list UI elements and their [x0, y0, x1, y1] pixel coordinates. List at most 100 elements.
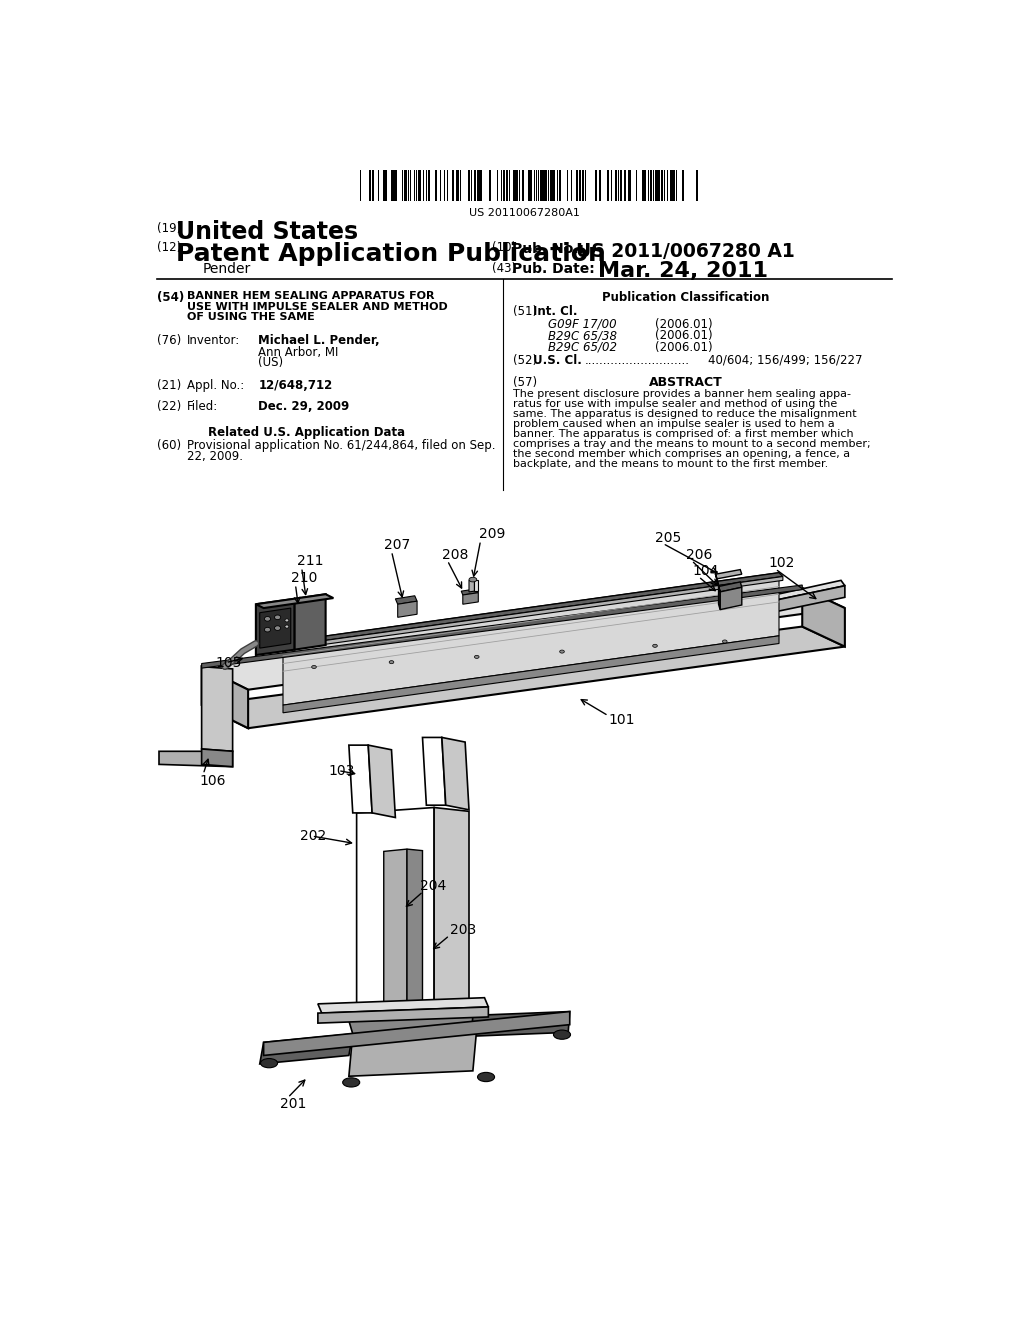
- Text: U.S. Cl.: U.S. Cl.: [532, 354, 582, 367]
- Text: 106: 106: [200, 774, 226, 788]
- Bar: [644, 170, 646, 201]
- Text: Inventor:: Inventor:: [187, 334, 241, 347]
- Polygon shape: [263, 1011, 569, 1056]
- Bar: [456, 170, 458, 201]
- Polygon shape: [202, 589, 845, 689]
- Text: 211: 211: [297, 554, 324, 568]
- Polygon shape: [287, 577, 783, 649]
- Text: BANNER HEM SEALING APPARATUS FOR: BANNER HEM SEALING APPARATUS FOR: [187, 290, 434, 301]
- Polygon shape: [719, 586, 720, 610]
- Ellipse shape: [343, 1077, 359, 1088]
- Text: 206: 206: [686, 548, 713, 562]
- Text: (76): (76): [158, 334, 181, 347]
- Text: the second member which comprises an opening, a fence, a: the second member which comprises an ope…: [513, 449, 850, 459]
- Bar: [662, 170, 663, 201]
- Bar: [557, 170, 558, 201]
- Ellipse shape: [477, 1072, 495, 1081]
- Bar: [372, 170, 375, 201]
- Bar: [435, 170, 437, 201]
- Text: ABSTRACT: ABSTRACT: [649, 376, 723, 388]
- Bar: [607, 170, 608, 201]
- Text: (2006.01): (2006.01): [655, 318, 713, 331]
- Text: 105: 105: [216, 656, 242, 669]
- Text: 208: 208: [442, 548, 468, 562]
- Polygon shape: [202, 627, 845, 729]
- Ellipse shape: [264, 616, 270, 622]
- Ellipse shape: [652, 644, 657, 647]
- Ellipse shape: [285, 619, 289, 622]
- Polygon shape: [397, 601, 417, 618]
- Text: backplate, and the means to mount to the first member.: backplate, and the means to mount to the…: [513, 459, 828, 470]
- Polygon shape: [283, 573, 779, 648]
- Ellipse shape: [311, 665, 316, 668]
- Bar: [452, 170, 454, 201]
- Polygon shape: [434, 808, 469, 1010]
- Text: 201: 201: [280, 1097, 306, 1111]
- Text: 22, 2009.: 22, 2009.: [187, 450, 243, 463]
- Text: 12/648,712: 12/648,712: [258, 379, 333, 392]
- Bar: [439, 170, 441, 201]
- Ellipse shape: [560, 649, 564, 653]
- Text: Patent Application Publication: Patent Application Publication: [176, 242, 606, 265]
- Polygon shape: [471, 1011, 569, 1036]
- Polygon shape: [256, 599, 295, 655]
- Text: (10): (10): [493, 240, 516, 253]
- Polygon shape: [256, 594, 334, 609]
- Ellipse shape: [274, 615, 281, 619]
- Text: The present disclosure provides a banner hem sealing appa-: The present disclosure provides a banner…: [513, 389, 851, 400]
- Polygon shape: [260, 609, 291, 648]
- Text: problem caused when an impulse sealer is used to hem a: problem caused when an impulse sealer is…: [513, 420, 835, 429]
- Text: same. The apparatus is designed to reduce the misalignment: same. The apparatus is designed to reduc…: [513, 409, 857, 420]
- Text: comprises a tray and the means to mount to a second member;: comprises a tray and the means to mount …: [513, 440, 870, 449]
- Polygon shape: [395, 595, 417, 605]
- Text: 102: 102: [768, 556, 795, 570]
- Text: Pub. Date:: Pub. Date:: [512, 261, 595, 276]
- Polygon shape: [764, 586, 845, 614]
- Polygon shape: [349, 1015, 477, 1034]
- Text: OF USING THE SAME: OF USING THE SAME: [187, 313, 314, 322]
- Text: Filed:: Filed:: [187, 400, 218, 413]
- Text: Ann Arbor, MI: Ann Arbor, MI: [258, 346, 339, 359]
- Text: 103: 103: [328, 763, 354, 777]
- Polygon shape: [202, 667, 232, 751]
- Bar: [672, 170, 674, 201]
- Polygon shape: [720, 587, 741, 610]
- Text: US 20110067280A1: US 20110067280A1: [469, 207, 581, 218]
- Polygon shape: [719, 582, 741, 591]
- Bar: [546, 170, 547, 201]
- Bar: [636, 170, 637, 201]
- Polygon shape: [317, 998, 488, 1014]
- Bar: [536, 170, 538, 201]
- Bar: [391, 170, 394, 201]
- Text: (54): (54): [158, 290, 184, 304]
- Bar: [460, 170, 461, 201]
- Polygon shape: [356, 808, 434, 1011]
- Polygon shape: [469, 579, 474, 591]
- Bar: [518, 170, 520, 201]
- Text: (2006.01): (2006.01): [655, 341, 713, 354]
- Text: Publication Classification: Publication Classification: [602, 290, 770, 304]
- Text: (43): (43): [493, 261, 516, 275]
- Text: Pender: Pender: [203, 263, 251, 276]
- Bar: [544, 170, 545, 201]
- Bar: [652, 170, 654, 201]
- Bar: [529, 170, 531, 201]
- Polygon shape: [384, 849, 407, 1007]
- Bar: [471, 170, 472, 201]
- Bar: [506, 170, 508, 201]
- Bar: [503, 170, 506, 201]
- Polygon shape: [407, 849, 423, 1007]
- Polygon shape: [423, 738, 445, 805]
- Text: ............................: ............................: [586, 354, 690, 367]
- Polygon shape: [716, 570, 741, 579]
- Text: (19): (19): [158, 222, 181, 235]
- Polygon shape: [295, 594, 326, 649]
- Bar: [624, 170, 626, 201]
- Polygon shape: [463, 593, 478, 605]
- Text: 209: 209: [479, 527, 506, 541]
- Text: B29C 65/38: B29C 65/38: [548, 330, 617, 342]
- Bar: [617, 170, 620, 201]
- Text: ratus for use with impulse sealer and method of using the: ratus for use with impulse sealer and me…: [513, 400, 838, 409]
- Text: (2006.01): (2006.01): [655, 330, 713, 342]
- Polygon shape: [283, 636, 779, 713]
